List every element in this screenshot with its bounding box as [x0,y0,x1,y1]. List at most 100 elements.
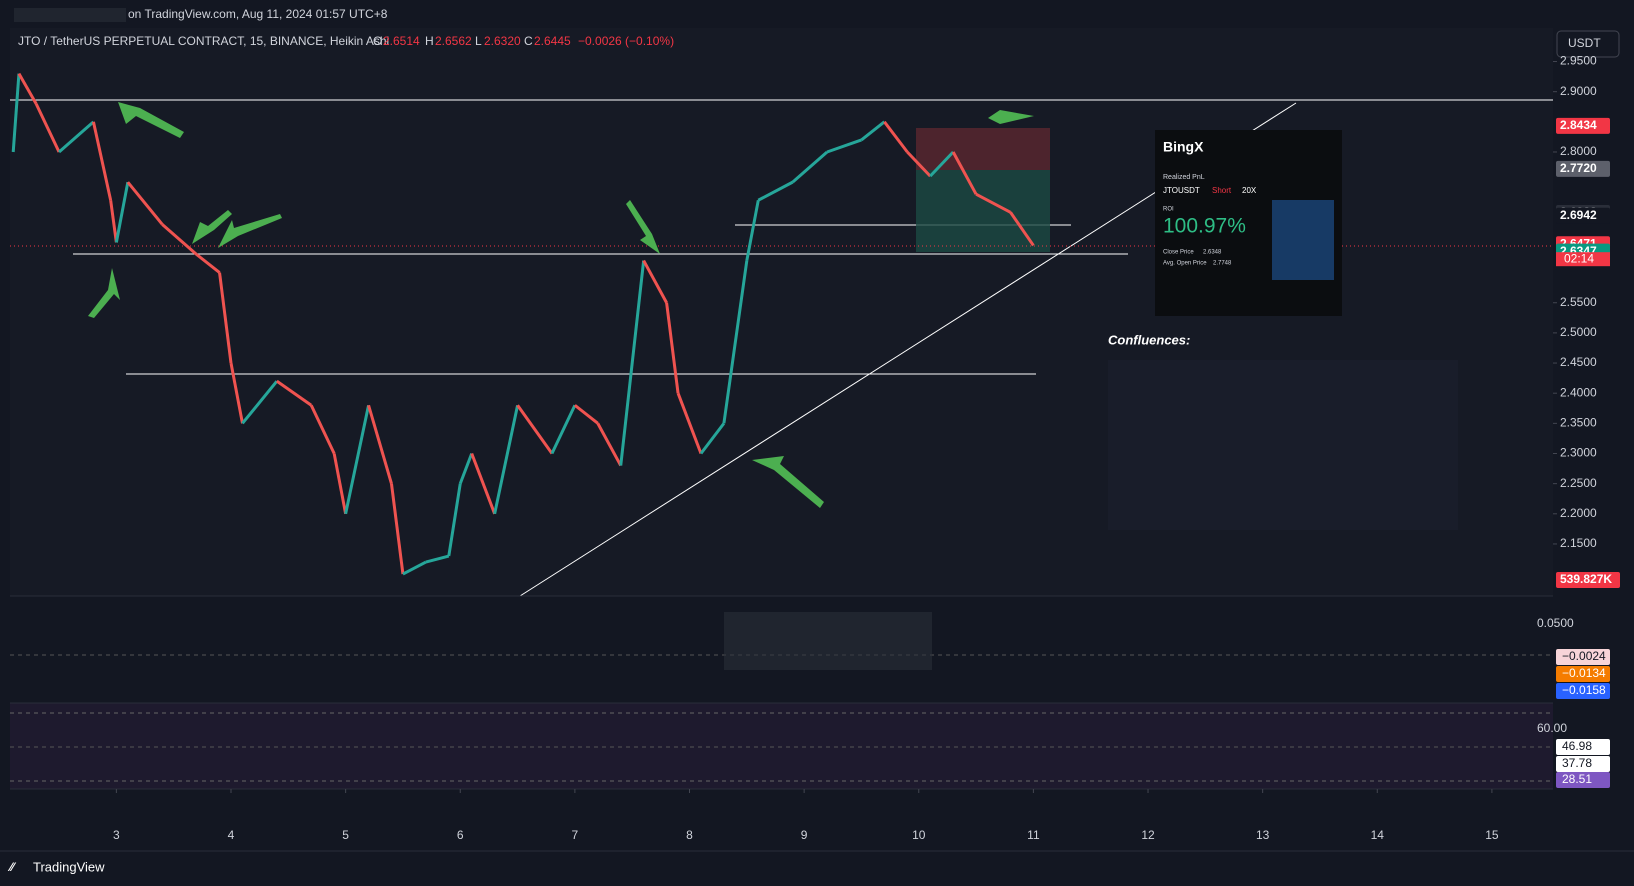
volume-label: 539.827K [1560,572,1612,586]
countdown: 02:14 [1564,251,1594,265]
price-segment [109,200,118,243]
price-segment [676,392,703,455]
blurred-author [14,8,126,22]
y-tick-label: 2.5500 [1560,295,1597,309]
x-tick-label: 5 [342,828,349,842]
card-lev: 20X [1242,186,1257,195]
price-segment [573,404,599,425]
x-tick-label: 3 [113,828,120,842]
legend-c-label: C [524,34,533,48]
price-badge [1556,160,1610,177]
x-tick-label: 9 [801,828,808,842]
price-segment [275,379,313,407]
price-segment [309,404,336,455]
price-badge-label: 2.7720 [1560,161,1597,175]
indicator-badge [1556,756,1610,772]
x-tick-label: 14 [1371,828,1385,842]
price-badge-label: 2.8434 [1560,118,1597,132]
y-tick-label: 2.3500 [1560,416,1597,430]
price-segment [665,302,680,394]
price-segment [883,120,909,153]
card-brand: BingX [1163,139,1204,155]
y-tick-label: 2.8000 [1560,144,1597,158]
legend-change: −0.0026 (−0.10%) [578,34,674,48]
legend: JTO / TetherUS PERPETUAL CONTRACT, 15, B… [18,34,674,48]
rsi-tick: 60.00 [1537,721,1567,735]
price-segment [195,253,221,274]
price-segment [642,259,668,304]
card-side: Short [1212,186,1232,195]
price-segment [332,453,348,515]
price-segment [550,404,577,455]
arrow [192,210,232,244]
y-tick-label: 2.4000 [1560,385,1597,399]
card-close-label: Close Price [1163,250,1194,256]
price-segment [458,452,474,485]
y-tick-label: 2.5000 [1560,325,1597,339]
price-segment [58,120,95,154]
price-segment [114,181,130,243]
legend-l-label: L [475,34,482,48]
legend-h: 2.6562 [435,34,472,48]
macd-tick: 0.0500 [1537,616,1574,630]
card-pnl: Realized PnL [1163,174,1205,181]
blurred-notes [1108,360,1458,530]
price-segment [699,422,726,455]
price-segment [493,404,520,515]
y-tick-label: 2.9500 [1560,54,1597,68]
blurred-macd [724,612,932,670]
y-tick-label: 2.9000 [1560,84,1597,98]
arrow [88,268,120,318]
rsi-pane [10,703,1553,789]
y-tick-label: 2.3000 [1560,446,1597,460]
stop-zone [916,128,1050,170]
card-roi-label: ROI [1163,207,1174,213]
price-segment [425,554,450,564]
price-segment [11,73,21,153]
price-segment [516,404,554,455]
price-segment [34,103,61,153]
x-tick-label: 15 [1485,828,1499,842]
currency-button[interactable] [1556,30,1620,58]
x-tick-label: 4 [228,828,235,842]
price-badge [1556,207,1610,224]
price-segment [860,120,886,142]
legend-o-label: O [373,34,382,48]
arrow [752,456,824,508]
currency-label[interactable]: USDT [1568,36,1601,50]
price-segment [367,404,393,485]
x-tick-label: 6 [457,828,464,842]
footer-logo: ⁄⁄ [7,860,17,874]
card-open: 2.7748 [1213,261,1232,267]
y-tick-label: 2.4500 [1560,355,1597,369]
price-segment [218,272,233,364]
indicator-badge-label: 37.78 [1562,756,1592,770]
legend-h-label: H [425,34,434,48]
card-close: 2.6348 [1203,250,1222,256]
indicator-badge-label: −0.0158 [1562,683,1606,697]
indicator-badge [1556,772,1610,788]
y-tick-label: 2.1500 [1560,536,1597,550]
card-roi: 100.97% [1163,215,1246,238]
card-photo [1272,200,1334,280]
arrow [118,102,184,138]
price-segment [126,181,164,226]
x-tick-label: 11 [1027,828,1040,842]
x-tick-label: 12 [1141,828,1155,842]
indicator-badge [1556,739,1610,755]
price-segment [402,560,427,576]
indicator-badge-label: 28.51 [1562,772,1592,786]
x-tick-label: 7 [572,828,579,842]
legend-symbol: JTO / TetherUS PERPETUAL CONTRACT, 15, B… [18,34,389,48]
indicator-badge-label: −0.0024 [1562,649,1606,663]
legend-c: 2.6445 [534,34,571,48]
indicator-badge-label: −0.0134 [1562,666,1606,680]
indicator-badge [1556,683,1610,699]
arrow [988,110,1034,124]
x-tick-label: 10 [912,828,926,842]
arrow [626,200,660,254]
price-segment [596,422,623,467]
price-segment [389,483,405,575]
price-segment [447,483,462,557]
confluences-title: Confluences: [1108,332,1190,347]
